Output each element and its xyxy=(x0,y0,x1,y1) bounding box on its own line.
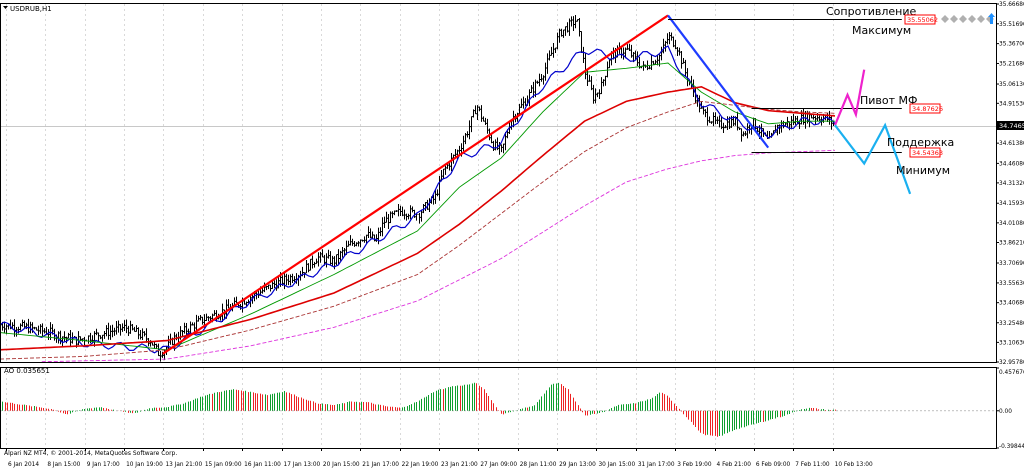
diamond-icon-5 xyxy=(977,15,985,23)
y-tick-label: 34.31320 xyxy=(999,181,1024,187)
x-tick-label: 6 Jan 2014 xyxy=(8,462,39,468)
trend-line-blue xyxy=(667,14,770,149)
current-price-tag: 34.74656 xyxy=(997,121,1024,130)
ao-plot-frame xyxy=(0,367,997,449)
x-tick-label: 6 Feb 09:00 xyxy=(756,462,791,468)
y-tick-label: 34.01080 xyxy=(999,221,1024,227)
svg-text:34.87626: 34.87626 xyxy=(912,105,943,113)
annotation-resistance: Сопротивление xyxy=(826,5,916,18)
pivot-price-tag: 34.87626 xyxy=(909,103,943,114)
moving-average-magenta xyxy=(41,149,836,363)
copyright-label: Alpari NZ MT4, © 2001-2014, MetaQuotes S… xyxy=(4,450,177,457)
annotation-support: Поддержка xyxy=(887,136,954,149)
diamond-markers xyxy=(941,13,995,24)
symbol-dropdown-icon[interactable] xyxy=(3,6,8,9)
y-tick-label: 35.36700 xyxy=(999,42,1024,48)
x-tick-label: 22 Jan 19:00 xyxy=(402,462,439,468)
ao-label: AO 0.035651 xyxy=(4,367,50,375)
diamond-icon-1 xyxy=(941,15,949,23)
x-tick-label: 9 Jan 17:00 xyxy=(87,462,120,468)
x-tick-label: 13 Jan 21:00 xyxy=(165,462,202,468)
symbol-label: USDRUB,H1 xyxy=(10,5,52,13)
y-tick-label: 33.25480 xyxy=(999,321,1024,327)
overlay-layer xyxy=(162,14,912,355)
diamond-icon-3 xyxy=(959,15,967,23)
y-tick-label: 33.70690 xyxy=(999,261,1024,267)
forecast-path-magenta xyxy=(833,69,866,126)
y-tick-label: 35.21680 xyxy=(999,61,1024,67)
y-tick-label: 35.06130 xyxy=(999,82,1024,88)
annotation-minimum: Минимум xyxy=(896,164,950,177)
x-tick-label: 3 Feb 19:00 xyxy=(677,462,712,468)
y-tick-label: 32.95780 xyxy=(999,360,1024,366)
x-tick-label: 4 Feb 21:00 xyxy=(717,462,752,468)
x-tick-label: 31 Jan 17:00 xyxy=(638,462,675,468)
x-tick-label: 28 Jan 11:00 xyxy=(520,462,557,468)
x-tick-label: 7 Feb 11:00 xyxy=(795,462,830,468)
x-tick-label: 23 Jan 21:00 xyxy=(441,462,478,468)
ao-tick-label: 0.457676 xyxy=(999,370,1024,376)
x-tick-label: 29 Jan 13:00 xyxy=(559,462,596,468)
svg-text:34.54363: 34.54363 xyxy=(912,149,943,157)
y-tick-label: 34.61380 xyxy=(999,141,1024,147)
svg-text:35.55062: 35.55062 xyxy=(907,16,938,24)
ao-tick-label: -0.398448 xyxy=(999,444,1024,450)
y-tick-label: 33.40680 xyxy=(999,301,1024,307)
resistance-price-tag: 35.55062 xyxy=(904,14,938,25)
y-tick-label: 33.10630 xyxy=(999,340,1024,346)
diamond-icon-2 xyxy=(950,15,958,23)
y-tick-label: 35.66680 xyxy=(999,2,1024,8)
y-tick-label: 34.91530 xyxy=(999,101,1024,107)
forecast-path-cyan xyxy=(834,122,912,195)
x-tick-label: 27 Jan 09:00 xyxy=(480,462,517,468)
support-price-tag: 34.54363 xyxy=(909,147,943,158)
moving-average-darkred xyxy=(0,100,836,360)
diamond-icon-4 xyxy=(968,15,976,23)
y-tick-label: 34.46080 xyxy=(999,161,1024,167)
x-tick-label: 8 Jan 15:00 xyxy=(47,462,80,468)
x-tick-label: 10 Jan 19:00 xyxy=(126,462,163,468)
ao-series-layer xyxy=(0,382,836,437)
annotation-maximum: Максимум xyxy=(852,24,911,37)
y-tick-label: 33.86210 xyxy=(999,240,1024,246)
x-tick-label: 21 Jan 17:00 xyxy=(362,462,399,468)
y-tick-label: 34.15930 xyxy=(999,201,1024,207)
moving-average-red xyxy=(0,85,836,351)
main-series-layer xyxy=(0,14,837,363)
x-tick-label: 10 Feb 13:00 xyxy=(835,462,873,468)
x-tick-label: 30 Jan 15:00 xyxy=(598,462,635,468)
annotation-pivot: Пивот МФ xyxy=(860,94,918,107)
svg-text:34.74656: 34.74656 xyxy=(999,122,1024,130)
y-tick-label: 35.51690 xyxy=(999,22,1024,28)
ao-tick-label: 0.00 xyxy=(999,409,1012,415)
x-tick-label: 20 Jan 15:00 xyxy=(323,462,360,468)
x-tick-label: 15 Jan 09:00 xyxy=(205,462,242,468)
moving-average-blue xyxy=(0,45,836,354)
y-tick-label: 33.55630 xyxy=(999,281,1024,287)
shift-arrow-icon[interactable] xyxy=(988,13,995,24)
x-tick-label: 17 Jan 13:00 xyxy=(284,462,321,468)
trend-line-red xyxy=(162,14,669,355)
x-tick-label: 16 Jan 11:00 xyxy=(244,462,281,468)
